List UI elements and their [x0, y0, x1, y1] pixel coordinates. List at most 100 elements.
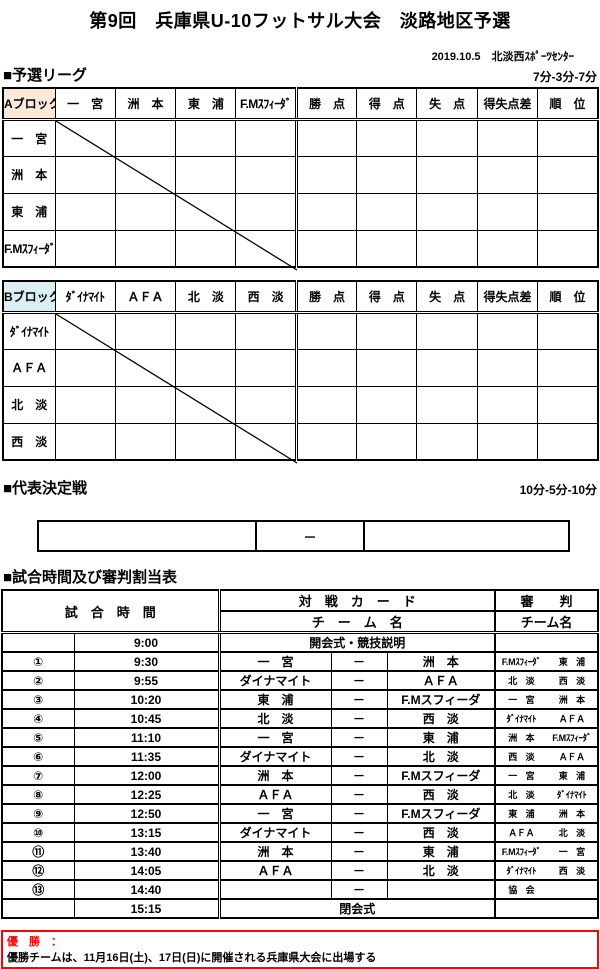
- match-cell: [235, 385, 297, 424]
- vs-dash: －: [330, 708, 388, 729]
- referee-2: 東 浦: [558, 771, 585, 781]
- stat-cell: [537, 311, 599, 350]
- match-cell: [54, 192, 116, 231]
- stat-cell: [537, 422, 599, 461]
- match-cell: [175, 385, 237, 424]
- league-table-a: Aブロック 一 宮 洲 本 東 浦 F.Mｽﾌｨｰﾀﾞ 勝 点 得 点 失 点 …: [2, 87, 599, 268]
- schedule-row: ⑥ 11:35 ダイナマイト － 北 淡 西 淡 ＡＦＡ: [1, 746, 599, 767]
- stat-cell: [294, 422, 358, 461]
- match-cell: [175, 311, 237, 350]
- referee-2: 一 宮: [558, 847, 585, 857]
- stat-cell: [294, 155, 358, 194]
- match-cell: [54, 155, 116, 194]
- match-time: 15:15: [73, 898, 220, 919]
- referee-1: F.Mｽﾌｨｰﾀﾞ: [501, 657, 541, 667]
- stat-header-points: 勝 点: [294, 87, 358, 121]
- vs-dash: －: [330, 727, 388, 748]
- referee-cell: 一 宮東 浦: [494, 765, 599, 786]
- match-time: 9:00: [73, 631, 220, 653]
- team-header: ＡＦＡ: [114, 280, 177, 314]
- stat-cell: [356, 118, 418, 157]
- referee-cell: 北 淡西 淡: [494, 670, 599, 691]
- away-team: [386, 879, 496, 900]
- match-cell: [114, 385, 177, 424]
- stat-header-goals-against: 失 点: [416, 87, 478, 121]
- match-cell: [114, 229, 177, 268]
- page-title: 第9回 兵庫県U-10フットサル大会 淡路地区予選: [89, 11, 511, 31]
- match-cell: [175, 192, 237, 231]
- winner-note: 優勝チームは、11月16日(土)、17日(日)に開催される兵庫県大会に出場する: [7, 952, 377, 964]
- match-time: 9:30: [73, 651, 220, 672]
- home-team: 洲 本: [217, 841, 332, 862]
- away-team: 西 淡: [386, 784, 496, 805]
- home-team: ＡＦＡ: [217, 860, 332, 881]
- league-b-row: 北 淡: [2, 385, 599, 424]
- stat-cell: [356, 311, 418, 350]
- header-match-card: 対 戦 カ ー ド: [217, 589, 496, 612]
- league-table-b: Bブロック ﾀﾞｲﾅﾏｲﾄ ＡＦＡ 北 淡 西 淡 勝 点 得 点 失 点 得失…: [2, 280, 599, 461]
- match-time: 10:45: [73, 708, 220, 729]
- schedule-row: ⑦ 12:00 洲 本 － F.Mスフィーダ 一 宮 東 浦: [1, 765, 599, 786]
- stat-cell: [476, 229, 539, 268]
- final-away-cell: [363, 520, 570, 552]
- match-no: ⑧: [1, 784, 75, 805]
- away-team: F.Mスフィーダ: [386, 803, 496, 824]
- away-team: 洲 本: [386, 651, 496, 672]
- block-b-label: Bブロック: [2, 280, 56, 314]
- stat-cell: [416, 385, 478, 424]
- referee-cell: ﾀﾞｲﾅﾏｲﾄ ＡＦＡ: [494, 708, 599, 729]
- referee-1: ﾀﾞｲﾅﾏｲﾄ: [506, 714, 537, 724]
- vs-dash: －: [330, 860, 388, 881]
- team-header: 西 淡: [235, 280, 297, 314]
- home-team: 一 宮: [217, 651, 332, 672]
- match-no: ⑪: [1, 841, 75, 862]
- match-no: ②: [1, 670, 75, 691]
- team-header: 北 淡: [175, 280, 237, 314]
- referee-1: 西 淡: [508, 752, 535, 762]
- away-team: F.Mスフィーダ: [386, 689, 496, 710]
- referee-cell: 洲 本 F.Mｽﾌｨｰﾀﾞ: [494, 727, 599, 748]
- referee-cell: 西 淡 ＡＦＡ: [494, 746, 599, 767]
- stat-cell: [356, 348, 418, 387]
- team-header: 洲 本: [114, 87, 177, 121]
- final-dash-cell: －: [255, 520, 365, 552]
- stat-cell: [476, 422, 539, 461]
- referee-2: 東 浦: [558, 657, 585, 667]
- schedule-header-row-1: 試 合 時 間 対 戦 カ ー ド 審 判: [1, 589, 599, 634]
- stat-cell: [356, 155, 418, 194]
- prelim-duration: 7分-3分-7分: [532, 70, 597, 84]
- referee-cell: 一 宮洲 本: [494, 689, 599, 710]
- league-a-row: F.Mｽﾌｨｰﾀﾞ: [2, 229, 599, 268]
- stat-header-goal-diff: 得失点差: [476, 87, 539, 121]
- stat-cell: [537, 155, 599, 194]
- stat-cell: [416, 192, 478, 231]
- referee-1: 北 淡: [508, 790, 535, 800]
- schedule-table: 試 合 時 間 対 戦 カ ー ド 審 判 チ ー ム 名 チーム名 9:00 …: [1, 589, 599, 919]
- home-team: ダイナマイト: [217, 746, 332, 767]
- match-cell: [235, 311, 297, 350]
- stat-header-goals-against: 失 点: [416, 280, 478, 314]
- match-no: ①: [1, 651, 75, 672]
- schedule-row-opening: 9:00 開会式・競技説明: [1, 631, 599, 653]
- referee-2: 洲 本: [558, 809, 585, 819]
- stat-cell: [416, 348, 478, 387]
- home-team: 北 淡: [217, 708, 332, 729]
- league-b-row: ＡＦＡ: [2, 348, 599, 387]
- referee-cell: 協 会: [494, 879, 599, 900]
- match-time: 11:35: [73, 746, 220, 767]
- stat-cell: [294, 192, 358, 231]
- match-no: ⑬: [1, 879, 75, 900]
- match-no: [1, 631, 75, 653]
- home-team: ダイナマイト: [217, 670, 332, 691]
- schedule-row: ⑫ 14:05 ＡＦＡ － 北 淡 ﾀﾞｲﾅﾏｲﾄ 西 淡: [1, 860, 599, 881]
- match-cell: [54, 385, 116, 424]
- match-cell: [235, 229, 297, 268]
- match-cell: [235, 118, 297, 157]
- stat-cell: [476, 385, 539, 424]
- stat-header-goals-for: 得 点: [356, 87, 418, 121]
- match-time: 10:20: [73, 689, 220, 710]
- match-time: 14:05: [73, 860, 220, 881]
- schedule-row: ⑬ 14:40 － 協 会: [1, 879, 599, 900]
- league-table-b-wrap: Bブロック ﾀﾞｲﾅﾏｲﾄ ＡＦＡ 北 淡 西 淡 勝 点 得 点 失 点 得失…: [2, 280, 599, 464]
- home-team: 一 宮: [217, 727, 332, 748]
